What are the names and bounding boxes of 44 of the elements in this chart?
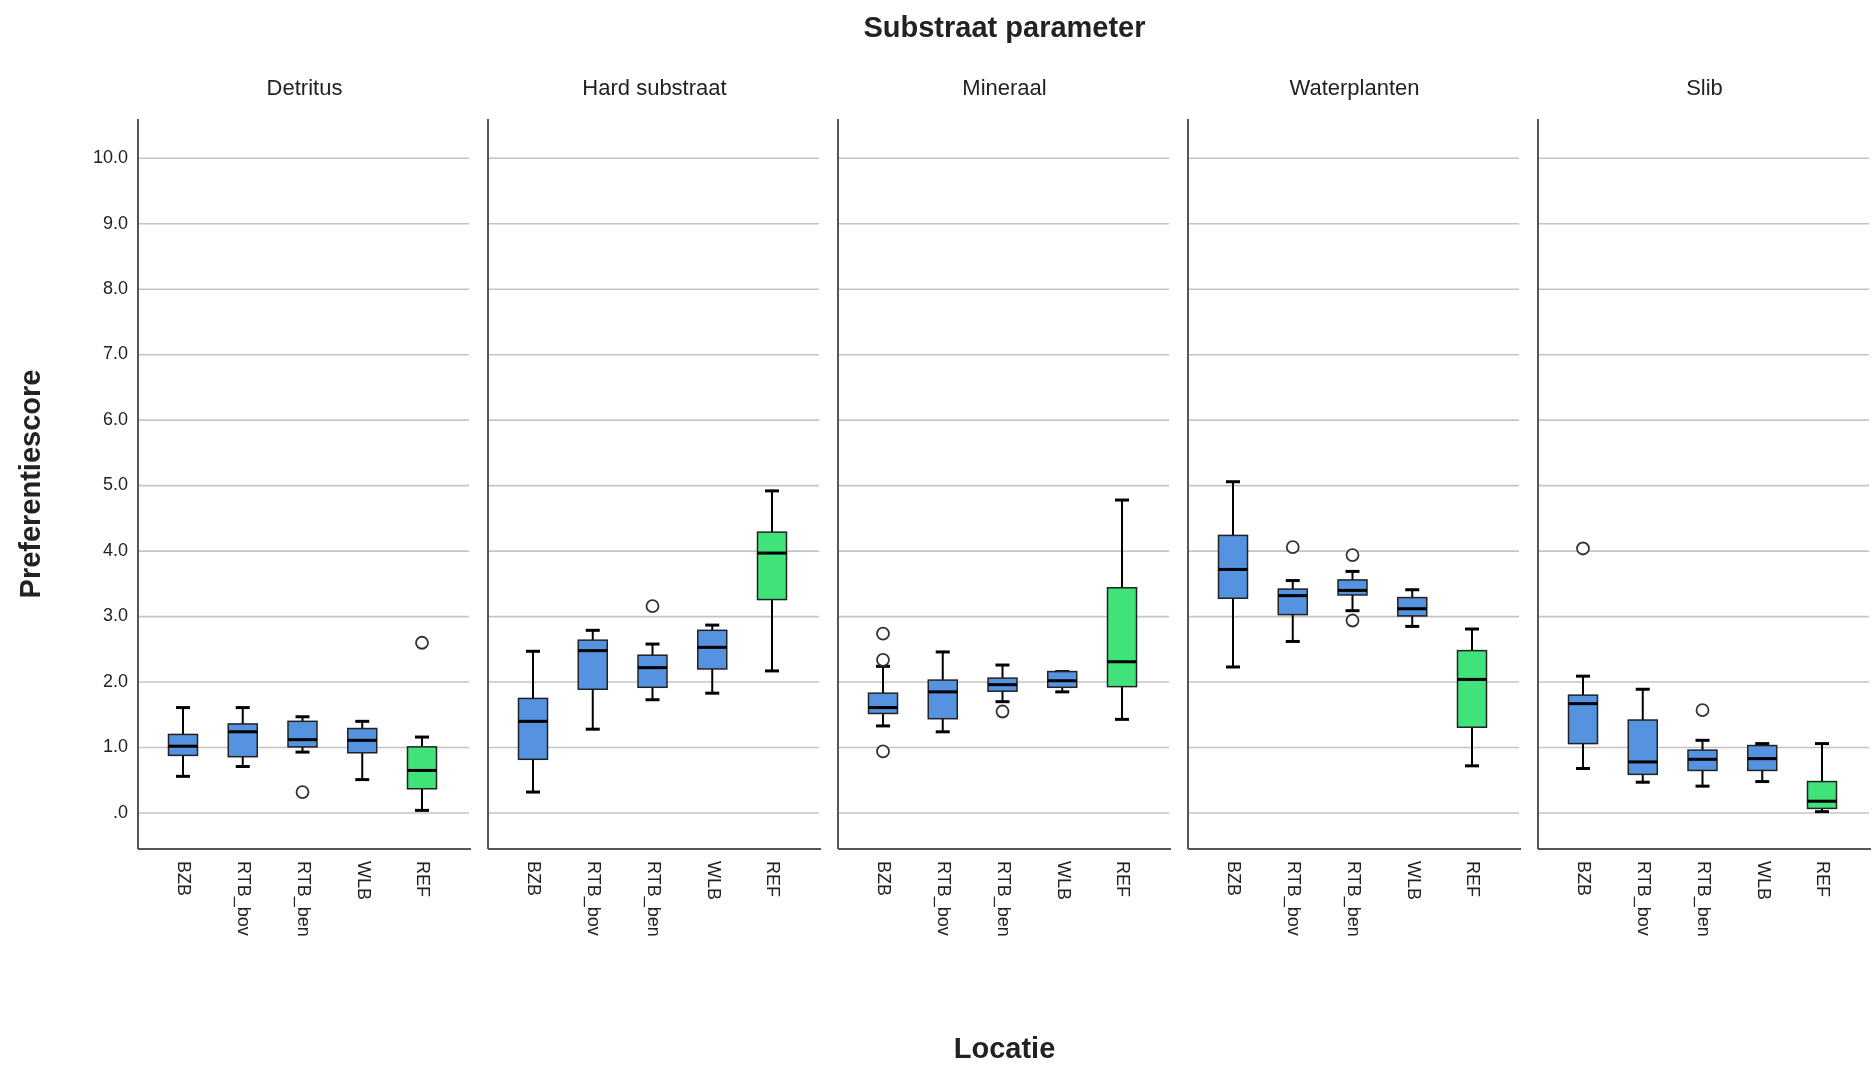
chart-title: Hard substraat bbox=[582, 75, 727, 100]
y-tick-label: 1.0 bbox=[102, 736, 128, 757]
x-axis-title: Locatie bbox=[953, 1032, 1056, 1064]
x-tick-label: REF bbox=[1813, 861, 1834, 897]
x-tick-label: WLB bbox=[703, 861, 724, 901]
text: Substraat parameter bbox=[863, 11, 1146, 43]
x-tick-label: REF bbox=[1463, 861, 1484, 897]
y-tick-label: 10.0 bbox=[92, 147, 128, 168]
x-tick-label: WLB bbox=[1753, 861, 1774, 901]
x-tick-label: RTB_bov bbox=[1633, 861, 1654, 936]
y-tick-label: .0 bbox=[112, 801, 128, 822]
x-tick-label: BZB bbox=[874, 861, 895, 897]
x-tick-label: WLB bbox=[353, 861, 374, 901]
x-tick-label: RTB_ben bbox=[992, 861, 1014, 937]
x-tick-label: REF bbox=[413, 861, 434, 897]
x-tick-label: RTB_ben bbox=[1342, 861, 1364, 937]
chart-title: Mineraal bbox=[962, 75, 1047, 100]
y-tick-label: 3.0 bbox=[102, 605, 128, 626]
y-tick-label: 8.0 bbox=[102, 277, 128, 298]
x-tick-label: BZB bbox=[174, 861, 195, 897]
x-tick-label: RTB_ben bbox=[1692, 861, 1714, 937]
x-tick-label: RTB_ben bbox=[642, 861, 664, 937]
x-tick-label: WLB bbox=[1053, 861, 1074, 901]
y-tick-label: 7.0 bbox=[102, 343, 128, 364]
y-tick-label: 9.0 bbox=[102, 212, 128, 233]
x-tick-label: WLB bbox=[1403, 861, 1424, 901]
x-tick-label: RTB_bov bbox=[933, 861, 954, 936]
x-tick-label: BZB bbox=[524, 861, 545, 897]
x-tick-label: RTB_bov bbox=[1283, 861, 1304, 936]
chart-title: Detritus bbox=[266, 75, 343, 100]
y-tick-label: 5.0 bbox=[102, 474, 128, 495]
y-tick-label: 6.0 bbox=[102, 408, 128, 429]
chart-title: Slib bbox=[1686, 75, 1723, 100]
x-tick-label: REF bbox=[1113, 861, 1134, 897]
y-axis-title: Preferentiescore bbox=[14, 369, 46, 599]
y-tick-label: 4.0 bbox=[102, 539, 128, 560]
x-tick-label: REF bbox=[763, 861, 784, 897]
x-tick-label: RTB_ben bbox=[292, 861, 314, 937]
x-tick-label: RTB_bov bbox=[233, 861, 254, 936]
chart-title: Waterplanten bbox=[1289, 75, 1420, 100]
y-tick-label: 2.0 bbox=[102, 670, 128, 691]
x-tick-label: BZB bbox=[1224, 861, 1245, 897]
x-tick-label: BZB bbox=[1574, 861, 1595, 897]
x-tick-label: RTB_bov bbox=[583, 861, 604, 936]
